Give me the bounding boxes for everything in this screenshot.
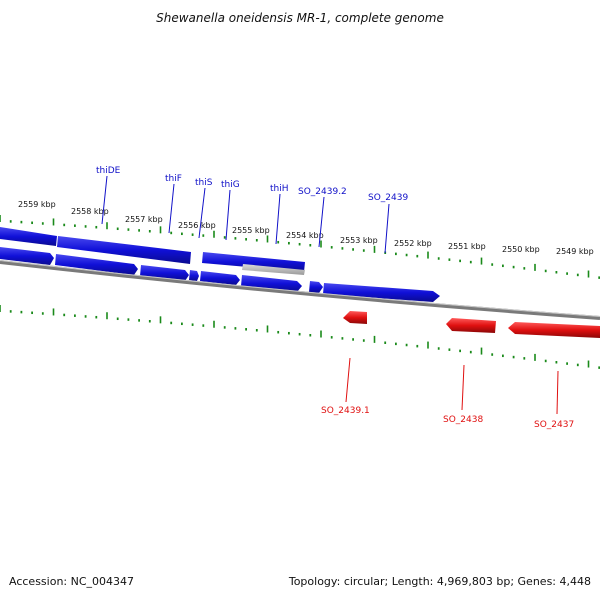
gene-thiDE-arrow[interactable] [0,247,54,265]
scale-label-2550: 2550 kbp [502,245,540,254]
label-SO_2437[interactable]: SO_2437 [534,420,574,430]
forward-scale-ring [0,215,600,279]
gene-thiH-block[interactable] [202,252,305,272]
gene-SO_2438-shape[interactable] [446,318,496,333]
leader-SO_2439 [384,203,390,254]
highlight-region [242,264,305,275]
gene-SO_2439.2[interactable] [309,281,323,293]
scale-label-2557: 2557 kbp [125,215,163,224]
genome-backbone [0,260,600,320]
scale-label-2556: 2556 kbp [178,221,216,230]
scale-label-2555: 2555 kbp [232,226,270,235]
gene-thiS-small[interactable] [189,270,199,281]
reverse-track [343,311,600,338]
gene-SO_2439[interactable] [323,283,440,302]
leader-thiS [198,187,206,239]
scale-label-2552: 2552 kbp [394,239,432,248]
label-thiG[interactable]: thiG [221,180,240,190]
leader-SO_2438 [461,364,465,411]
leader-thiDE [101,175,108,225]
gene-thiH-arrow[interactable] [241,275,302,292]
label-thiS[interactable]: thiS [195,178,213,188]
gene-thiF-arrow[interactable] [55,254,138,275]
leader-SO_2439.1 [345,357,351,403]
accession-text: Accession: NC_004347 [9,575,134,588]
label-thiH[interactable]: thiH [270,184,289,194]
genome-backbone-highlight [0,260,600,317]
label-thiDE[interactable]: thiDE [96,166,121,176]
leader-SO_2439.2 [318,196,325,248]
gene-thiDE[interactable] [0,227,57,246]
leader-thiG [225,189,231,241]
scale-label-2551: 2551 kbp [448,242,486,251]
reverse-gene-labels: SO_2439.1 SO_2438 SO_2437 [321,357,574,430]
genome-summary-text: Topology: circular; Length: 4,969,803 bp… [288,575,591,588]
gene-SO_2437-shape[interactable] [508,322,600,338]
leader-thiF [168,183,175,234]
forward-track-lower [0,247,440,302]
label-SO_2438[interactable]: SO_2438 [443,415,483,425]
scale-label-2553: 2553 kbp [340,236,378,245]
scale-label-2559: 2559 kbp [18,200,56,209]
leader-thiH [275,193,281,245]
label-SO_2439.2[interactable]: SO_2439.2 [298,187,347,197]
scale-label-2549: 2549 kbp [556,247,594,256]
gene-SO_2439.1-shape[interactable] [343,311,367,324]
gene-thiDE-b[interactable] [57,236,191,264]
label-SO_2439.1[interactable]: SO_2439.1 [321,406,370,416]
forward-gene-labels: thiDE thiF thiS thiG thiH SO_2439.2 SO_2… [96,166,408,254]
scale-labels: 2559 kbp 2558 kbp 2557 kbp 2556 kbp 2555… [18,200,594,256]
gene-thiG-arrow[interactable] [200,271,240,285]
scale-label-2558: 2558 kbp [71,207,109,216]
label-SO_2439[interactable]: SO_2439 [368,193,408,203]
map-title: Shewanella oneidensis MR-1, complete gen… [156,11,444,25]
reverse-scale-ring [0,305,600,369]
leader-SO_2437 [556,370,559,415]
forward-track-upper [0,227,305,275]
label-thiF[interactable]: thiF [165,174,182,184]
scale-label-2554: 2554 kbp [286,231,324,240]
